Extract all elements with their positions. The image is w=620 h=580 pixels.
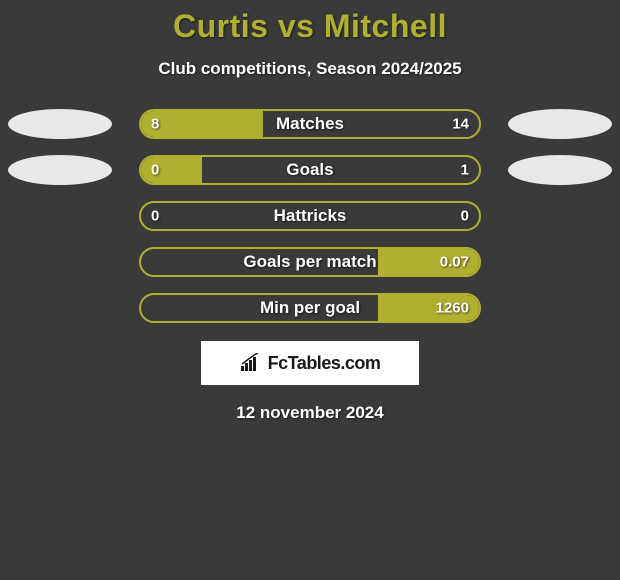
stat-row: Min per goal 1260 — [0, 293, 620, 323]
stat-label: Matches — [276, 114, 344, 134]
subtitle: Club competitions, Season 2024/2025 — [0, 59, 620, 79]
brand-chart-icon — [240, 353, 262, 373]
player-badge-right — [508, 109, 612, 139]
stat-label: Goals — [286, 160, 333, 180]
stat-value-right: 0.07 — [440, 254, 469, 271]
stat-bar: Min per goal 1260 — [139, 293, 481, 323]
date-text: 12 november 2024 — [0, 403, 620, 423]
player-badge-right — [508, 155, 612, 185]
stat-bar: Goals 0 1 — [139, 155, 481, 185]
stat-row: Goals 0 1 — [0, 155, 620, 185]
stat-row: Matches 8 14 — [0, 109, 620, 139]
stat-row: Goals per match 0.07 — [0, 247, 620, 277]
stat-bar: Matches 8 14 — [139, 109, 481, 139]
brand-badge: FcTables.com — [201, 341, 419, 385]
player-badge-left — [8, 109, 112, 139]
stat-value-right: 14 — [452, 116, 469, 133]
player-badge-left — [8, 155, 112, 185]
stat-label: Goals per match — [243, 252, 376, 272]
stat-value-left: 0 — [151, 208, 159, 225]
stat-value-right: 1 — [461, 162, 469, 179]
stat-label: Min per goal — [260, 298, 360, 318]
stat-bar: Goals per match 0.07 — [139, 247, 481, 277]
comparison-card: Curtis vs Mitchell Club competitions, Se… — [0, 0, 620, 423]
stat-value-left: 0 — [151, 162, 159, 179]
stat-value-left: 8 — [151, 116, 159, 133]
stat-value-right: 1260 — [436, 300, 469, 317]
brand-text: FcTables.com — [268, 353, 381, 374]
stat-row: Hattricks 0 0 — [0, 201, 620, 231]
stat-value-right: 0 — [461, 208, 469, 225]
stat-label: Hattricks — [274, 206, 347, 226]
stat-bar: Hattricks 0 0 — [139, 201, 481, 231]
stats-area: Matches 8 14 Goals 0 1 Hattricks 0 0 Goals per ma… — [0, 109, 620, 323]
page-title: Curtis vs Mitchell — [0, 0, 620, 45]
